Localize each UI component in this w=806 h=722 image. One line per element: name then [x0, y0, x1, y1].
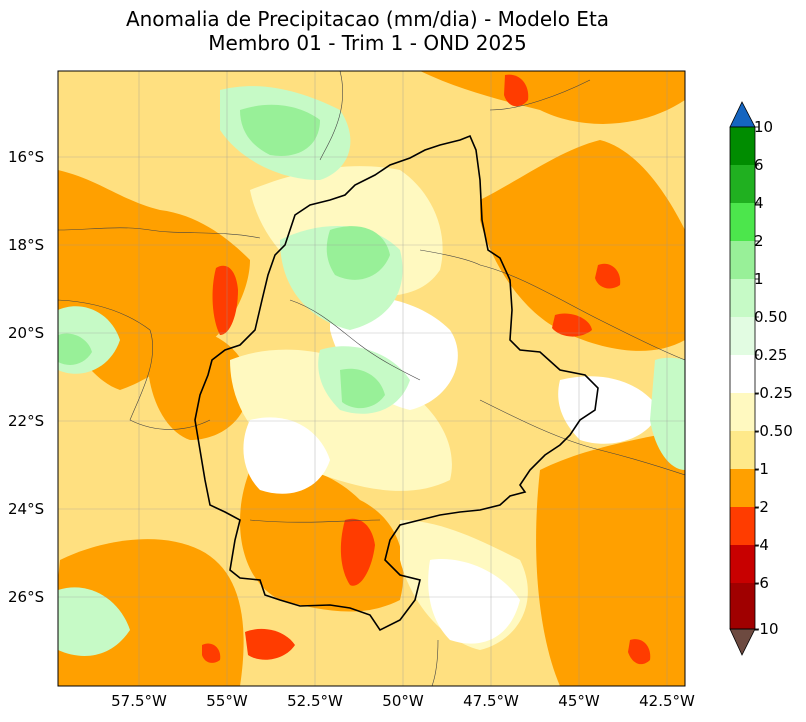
colorbar-bin-m1-m0.5: [730, 431, 755, 469]
colorbar-label-minus-2: -2: [754, 498, 769, 516]
lon-label-55w: 55°W: [206, 692, 248, 710]
colorbar-bin-1-2: [730, 241, 755, 279]
colorbar-label-0-50: 0.50: [754, 308, 788, 326]
colorbar-bin-neutral: [730, 355, 755, 393]
colorbar-label-1: 1: [754, 270, 764, 288]
orange-region: [147, 327, 250, 440]
colorbar-label-minus-1: -1: [754, 460, 769, 478]
colorbar-label-10: 10: [754, 118, 774, 136]
white-region: [558, 376, 660, 444]
state-boundaries: [58, 71, 685, 686]
green-region: [340, 368, 385, 409]
lat-label-16s: 16°S: [8, 148, 45, 166]
map-gridlines: [58, 71, 685, 686]
lat-label-22s: 22°S: [8, 412, 45, 430]
orange-region: [420, 71, 685, 124]
red-region: [504, 74, 529, 107]
green-region: [58, 333, 92, 365]
basin-outline: [194, 134, 599, 632]
colorbar-overflow-triangle: [729, 101, 756, 128]
colorbar-label-minus-4: -4: [754, 536, 769, 554]
map-title-line1: Anomalia de Precipitacao (mm/dia) - Mode…: [125, 7, 610, 31]
red-region: [340, 518, 375, 586]
colorbar-bin-4-6: [730, 165, 755, 203]
lon-label-42-5w: 42.5°W: [639, 692, 695, 710]
colorbar-label-minus-6: -6: [754, 574, 769, 592]
red-region: [595, 263, 621, 289]
lat-label-18s: 18°S: [8, 236, 45, 254]
colorbar-bin-0.25-0.5: [730, 317, 755, 355]
colorbar-label-0-25: 0.25: [754, 346, 788, 364]
colorbar-bin-m10-m6: [730, 583, 755, 629]
red-region: [245, 628, 295, 660]
red-region: [202, 643, 221, 663]
colorbar-label-minus-0-25: -0.25: [754, 384, 793, 402]
map-title-line2: Membro 01 - Trim 1 - OND 2025: [208, 31, 527, 55]
lon-label-47-5w: 47.5°W: [463, 692, 519, 710]
colorbar-label-minus-10: -10: [754, 620, 779, 638]
colorbar-bin-0.5-1: [730, 279, 755, 317]
colorbar-label-6: 6: [754, 156, 764, 174]
light-green-region: [58, 587, 130, 656]
red-region: [628, 639, 651, 665]
green-region: [326, 226, 390, 280]
red-region: [212, 265, 238, 335]
white-region: [428, 559, 520, 644]
colorbar-bin-m6-m4: [730, 545, 755, 583]
colorbar-label-2: 2: [754, 232, 764, 250]
colorbar-bin-m4-m2: [730, 507, 755, 545]
red-region: [552, 313, 592, 337]
colorbar: [729, 101, 759, 656]
lon-label-52-5w: 52.5°W: [287, 692, 343, 710]
lon-label-50w: 50°W: [382, 692, 424, 710]
colorbar-bin-m0.5-m0.25: [730, 393, 755, 431]
green-region: [240, 104, 320, 156]
map-field: [58, 71, 685, 686]
colorbar-underflow-triangle: [729, 628, 756, 656]
colorbar-bin-6-10: [730, 127, 755, 165]
colorbar-frame: [729, 126, 756, 630]
lat-label-24s: 24°S: [8, 500, 45, 518]
lat-label-20s: 20°S: [8, 324, 45, 342]
colorbar-label-4: 4: [754, 194, 764, 212]
colorbar-bin-m2-m1: [730, 469, 755, 507]
white-region: [243, 417, 330, 494]
orange-region: [480, 140, 685, 351]
lon-label-57-5w: 57.5°W: [111, 692, 167, 710]
orange-region: [536, 430, 685, 686]
map-frame: [57, 70, 686, 687]
light-green-region: [650, 357, 685, 470]
colorbar-bin-2-4: [730, 203, 755, 241]
lat-label-26s: 26°S: [8, 588, 45, 606]
colorbar-label-minus-0-50: -0.50: [754, 422, 793, 440]
lon-label-45w: 45°W: [558, 692, 600, 710]
